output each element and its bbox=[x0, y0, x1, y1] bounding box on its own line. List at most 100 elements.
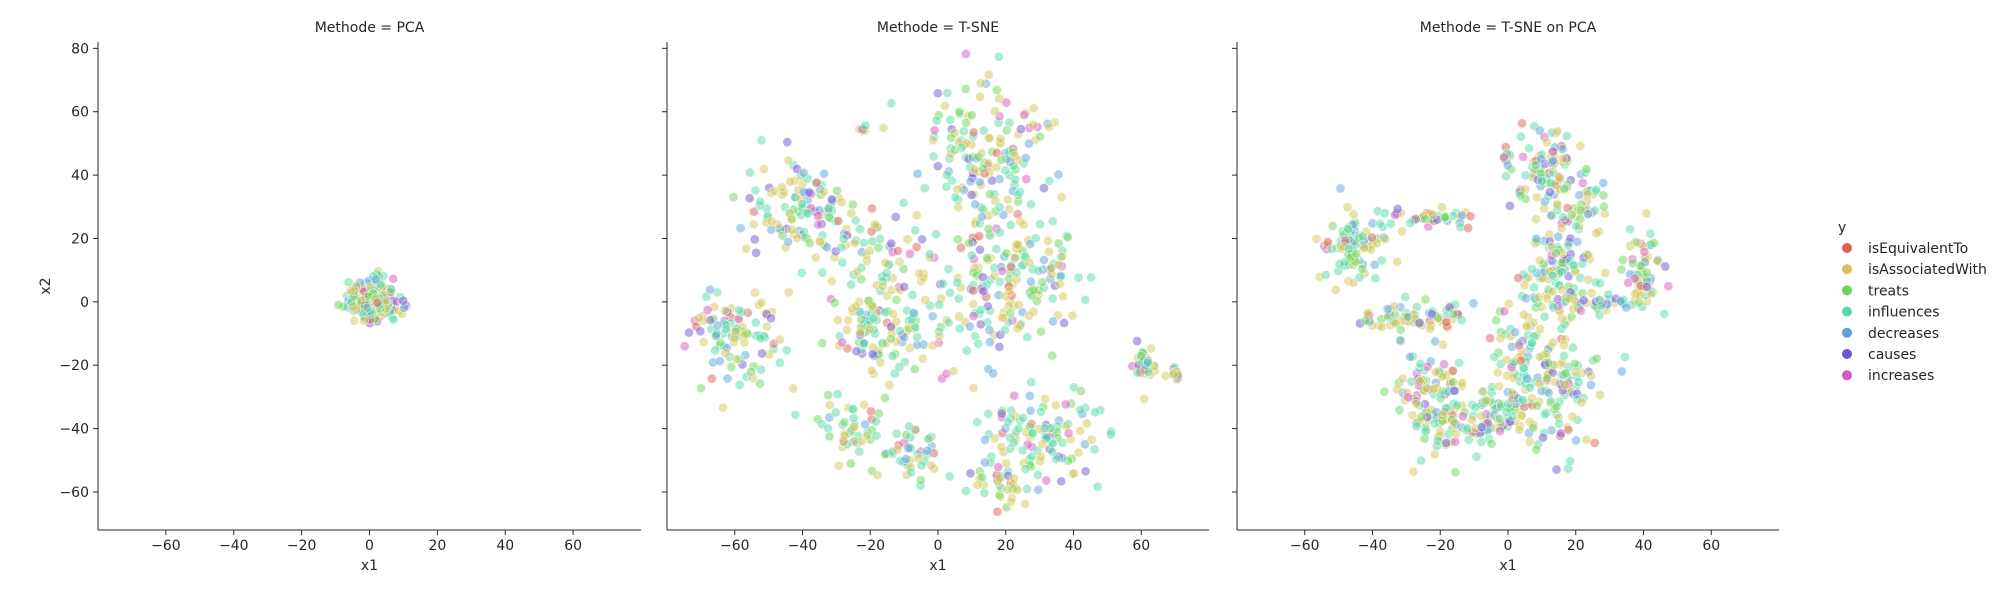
scatter-point bbox=[750, 317, 761, 328]
scatter-point bbox=[1047, 350, 1058, 361]
scatter-point bbox=[968, 382, 979, 393]
scatter-point bbox=[720, 348, 731, 359]
scatter-point bbox=[1342, 202, 1353, 213]
scatter-point bbox=[1436, 202, 1447, 213]
y-axis-label: x2 bbox=[38, 277, 54, 294]
scatter-point bbox=[1001, 125, 1012, 136]
scatter-point bbox=[1545, 177, 1556, 188]
scatter-point bbox=[846, 279, 857, 290]
scatter-point bbox=[1146, 343, 1157, 354]
scatter-point bbox=[839, 430, 850, 441]
scatter-point bbox=[1369, 259, 1380, 270]
scatter-point bbox=[734, 305, 745, 316]
scatter-point bbox=[1403, 392, 1414, 403]
scatter-point bbox=[1003, 417, 1014, 428]
scatter-point bbox=[721, 324, 732, 335]
scatter-point bbox=[841, 324, 852, 335]
scatter-point bbox=[975, 91, 986, 102]
scatter-point bbox=[1586, 370, 1597, 381]
scatter-point bbox=[832, 389, 843, 400]
scatter-point bbox=[1581, 164, 1592, 175]
scatter-point bbox=[1348, 277, 1359, 288]
scatter-point bbox=[929, 125, 940, 136]
scatter-point bbox=[1395, 324, 1406, 335]
scatter-point bbox=[1405, 218, 1416, 229]
scatter-point bbox=[991, 244, 1002, 255]
scatter-point bbox=[907, 289, 918, 300]
scatter-point bbox=[891, 294, 902, 305]
scatter-point bbox=[1441, 317, 1452, 328]
scatter-point bbox=[909, 364, 920, 375]
scatter-point bbox=[766, 224, 777, 235]
scatter-point bbox=[1457, 378, 1468, 389]
scatter-point bbox=[961, 117, 972, 128]
scatter-point bbox=[1012, 323, 1023, 334]
scatter-point bbox=[864, 324, 875, 335]
scatter-point bbox=[1420, 214, 1431, 225]
scatter-point bbox=[1322, 237, 1333, 248]
scatter-point bbox=[811, 177, 822, 188]
x-tick-label: −20 bbox=[287, 538, 317, 554]
scatter-point bbox=[1548, 146, 1559, 157]
legend-label: influences bbox=[1868, 305, 1940, 321]
scatter-point bbox=[1330, 284, 1341, 295]
scatter-point bbox=[1616, 366, 1627, 377]
scatter-point bbox=[899, 281, 910, 292]
scatter-point bbox=[1547, 286, 1558, 297]
scatter-point bbox=[788, 383, 799, 394]
scatter-point bbox=[915, 475, 926, 486]
scatter-point bbox=[1501, 354, 1512, 365]
legend-marker bbox=[1842, 243, 1852, 253]
scatter-point bbox=[872, 470, 883, 481]
scatter-point bbox=[855, 327, 866, 338]
scatter-point bbox=[960, 49, 971, 60]
scatter-point bbox=[1591, 353, 1602, 364]
scatter-point bbox=[698, 337, 709, 348]
panel-3: Methode = T-SNE on PCA −60 −40 −20 0 20 40 60 x1 bbox=[1232, 20, 1779, 574]
scatter-point bbox=[1022, 484, 1033, 495]
scatter-point bbox=[370, 274, 381, 285]
legend-label: isAssociatedWith bbox=[1868, 262, 1987, 278]
scatter-point bbox=[1395, 335, 1406, 346]
scatter-point bbox=[1501, 406, 1512, 417]
scatter-point bbox=[1600, 267, 1611, 278]
scatter-point bbox=[679, 341, 690, 352]
scatter-point bbox=[1090, 407, 1101, 418]
scatter-points bbox=[333, 266, 411, 329]
scatter-point bbox=[1073, 272, 1084, 283]
scatter-point bbox=[1621, 302, 1632, 313]
scatter-point bbox=[1559, 183, 1570, 194]
scatter-point bbox=[749, 234, 760, 245]
scatter-point bbox=[960, 83, 971, 94]
scatter-point bbox=[1572, 236, 1583, 247]
scatter-point bbox=[1057, 251, 1068, 262]
scatter-point bbox=[1518, 309, 1529, 320]
scatter-point bbox=[1405, 351, 1416, 362]
scatter-point bbox=[886, 238, 897, 249]
scatter-point bbox=[813, 211, 824, 222]
scatter-point bbox=[886, 285, 897, 296]
scatter-point bbox=[1001, 458, 1012, 469]
scatter-point bbox=[1583, 250, 1594, 261]
legend-label: increases bbox=[1868, 368, 1934, 384]
scatter-point bbox=[1559, 340, 1570, 351]
scatter-point bbox=[1539, 409, 1550, 420]
scatter-point bbox=[728, 192, 739, 203]
scatter-point bbox=[1079, 439, 1090, 450]
scatter-point bbox=[1556, 257, 1567, 268]
scatter-point bbox=[1334, 258, 1345, 269]
scatter-point bbox=[852, 266, 863, 277]
scatter-point bbox=[887, 351, 898, 362]
scatter-point bbox=[1494, 381, 1505, 392]
scatter-point bbox=[1020, 153, 1031, 164]
scatter-point bbox=[996, 441, 1007, 452]
scatter-point bbox=[741, 243, 752, 254]
scatter-point bbox=[837, 257, 848, 268]
scatter-point bbox=[1517, 118, 1528, 129]
scatter-point bbox=[1370, 273, 1381, 284]
scatter-point bbox=[1035, 451, 1046, 462]
scatter-point bbox=[720, 305, 731, 316]
scatter-point bbox=[1485, 333, 1496, 344]
scatter-point bbox=[1026, 377, 1037, 388]
scatter-point bbox=[1603, 289, 1614, 300]
